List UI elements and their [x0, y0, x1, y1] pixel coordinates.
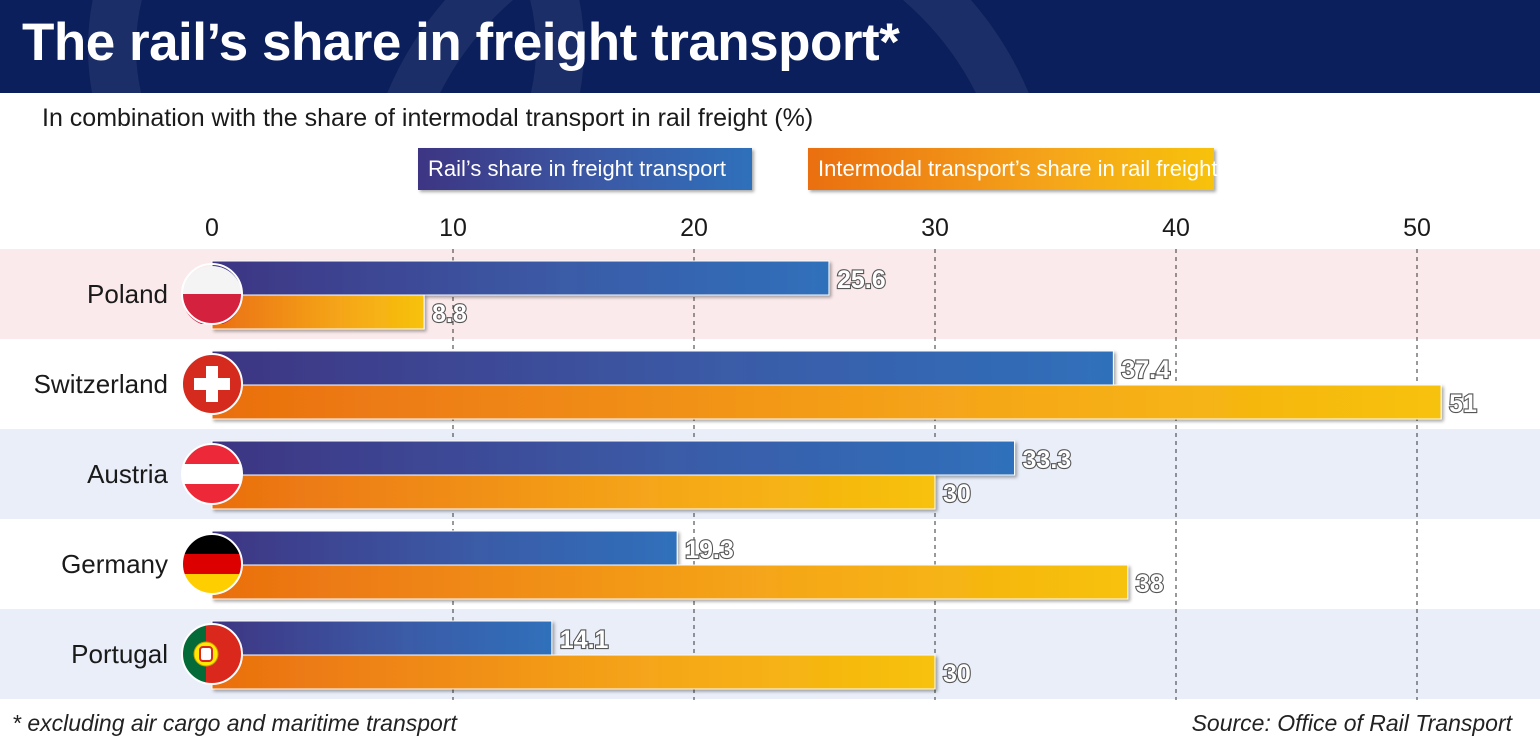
bar-intermodal-switzerland — [211, 384, 1442, 420]
footnote: * excluding air cargo and maritime trans… — [12, 710, 457, 736]
source-note: Source: Office of Rail Transport — [1191, 710, 1512, 736]
bar-rail-austria — [211, 440, 1016, 476]
x-tick-label: 40 — [1162, 214, 1190, 242]
legend-rail: Rail’s share in freight transport — [418, 148, 752, 190]
flag-border — [181, 533, 243, 595]
flag-border — [181, 443, 243, 505]
x-tick-label: 30 — [921, 214, 949, 242]
legend-intermodal-label: Intermodal transport’s share in rail fre… — [818, 156, 1218, 181]
chart-title: The rail’s share in freight transport* — [22, 13, 900, 72]
bar-rail-poland — [211, 260, 830, 296]
country-label: Poland — [87, 279, 168, 309]
value-label: 30 — [943, 660, 971, 688]
flag-border — [181, 353, 243, 415]
country-label: Portugal — [71, 639, 168, 669]
value-label: 30 — [943, 480, 971, 508]
chart-subtitle: In combination with the share of intermo… — [42, 104, 814, 132]
value-label: 33.3 — [1023, 446, 1072, 474]
value-label: 51 — [1449, 390, 1477, 418]
x-tick-label: 50 — [1403, 214, 1431, 242]
bar-rail-germany — [211, 530, 678, 566]
header-banner: The rail’s share in freight transport* — [0, 0, 1540, 93]
bar-intermodal-poland — [211, 294, 425, 330]
value-label: 25.6 — [837, 266, 886, 294]
bar-intermodal-austria — [211, 474, 936, 510]
switzerland-flag-icon — [182, 354, 242, 414]
value-label: 8.8 — [432, 300, 467, 328]
bar-intermodal-germany — [211, 564, 1129, 600]
x-tick-label: 10 — [439, 214, 467, 242]
bar-rail-portugal — [211, 620, 553, 656]
value-label: 38 — [1136, 570, 1164, 598]
country-label: Germany — [61, 549, 168, 579]
bar-rail-switzerland — [211, 350, 1114, 386]
bar-intermodal-portugal — [211, 654, 936, 690]
country-label: Switzerland — [34, 369, 168, 399]
flag-border — [181, 623, 243, 685]
country-label: Austria — [87, 459, 168, 489]
flag-border — [181, 263, 243, 325]
legend-rail-label: Rail’s share in freight transport — [428, 156, 726, 181]
value-label: 37.4 — [1121, 356, 1170, 384]
x-tick-label: 0 — [205, 214, 219, 242]
legend-intermodal: Intermodal transport’s share in rail fre… — [808, 148, 1218, 190]
x-tick-label: 20 — [680, 214, 708, 242]
value-label: 14.1 — [560, 626, 609, 654]
value-label: 19.3 — [685, 536, 734, 564]
